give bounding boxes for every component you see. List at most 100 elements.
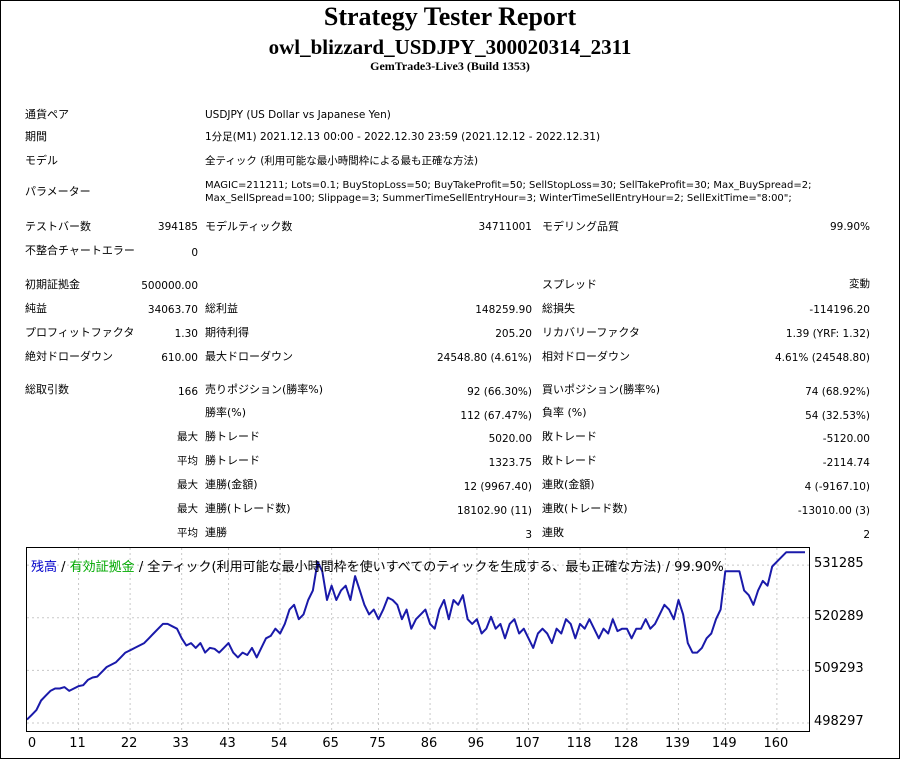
max-consec-wins-label: 連勝(金額) xyxy=(205,478,258,491)
rel-drawdown-value: 4.61% (24548.80) xyxy=(775,352,870,364)
gross-loss-label: 総損失 xyxy=(542,302,575,315)
largest-loss-value: -5120.00 xyxy=(822,433,870,445)
period-label: 期間 xyxy=(25,130,47,143)
x-tick-label: 65 xyxy=(322,736,339,751)
max-consec-wins-value: 12 (9967.40) xyxy=(463,481,532,493)
loss-rate-value: 54 (32.53%) xyxy=(805,410,870,422)
bars-value: 394185 xyxy=(157,221,198,233)
rel-drawdown-label: 相対ドローダウン xyxy=(542,350,630,363)
x-tick-label: 11 xyxy=(69,736,86,751)
max-drawdown-label: 最大ドローダウン xyxy=(205,350,293,363)
largest-loss-label: 敗トレード xyxy=(542,430,597,443)
short-positions-value: 92 (66.30%) xyxy=(467,386,532,398)
profit-factor-value: 1.30 xyxy=(174,328,198,340)
x-tick-label: 139 xyxy=(665,736,690,751)
legend-balance: 残高 xyxy=(31,560,58,575)
max-word-1: 最大 xyxy=(177,431,198,443)
expected-payoff-label: 期待利得 xyxy=(205,326,249,339)
avg-word-1: 平均 xyxy=(177,455,198,467)
avg-word-2: 平均 xyxy=(177,527,198,539)
max-drawdown-value: 24548.80 (4.61%) xyxy=(437,352,532,364)
win-rate-label: 勝率(%) xyxy=(205,406,247,419)
ticks-label: モデルティック数 xyxy=(205,220,293,233)
gross-profit-label: 総利益 xyxy=(205,302,238,315)
mismatch-label: 不整合チャートエラー xyxy=(25,244,135,257)
gross-profit-value: 148259.90 xyxy=(475,304,532,316)
x-tick-label: 118 xyxy=(566,736,592,751)
net-profit-label: 純益 xyxy=(25,302,47,315)
chart-legend: 残高 / 有効証拠金 / 全ティック(利用可能な最小時間枠を使いすべてのティック… xyxy=(31,556,724,575)
balance-chart-svg xyxy=(26,548,809,731)
max-word-2: 最大 xyxy=(177,479,198,491)
long-positions-label: 買いポジション(勝率%) xyxy=(542,383,661,396)
x-tick-label: 22 xyxy=(120,736,138,751)
total-trades-value: 166 xyxy=(177,386,198,398)
x-tick-label: 33 xyxy=(172,736,189,751)
avg-consec-wins-value: 3 xyxy=(525,529,532,541)
symbol-value: USDJPY (US Dollar vs Japanese Yen) xyxy=(205,109,391,121)
short-positions-label: 売りポジション(勝率%) xyxy=(205,383,324,396)
quality-label: モデリング品質 xyxy=(542,220,619,233)
y-tick-label: 520289 xyxy=(814,608,864,624)
params-label: パラメーター xyxy=(25,185,91,198)
balance-chart xyxy=(26,547,810,732)
gross-loss-value: -114196.20 xyxy=(809,304,870,316)
model-value: 全ティック (利用可能な最小時間枠による最も正確な方法) xyxy=(205,155,479,167)
max-consec-lossamt-value: -13010.00 (3) xyxy=(797,505,870,517)
x-tick-label: 160 xyxy=(763,736,789,751)
x-tick-label: 107 xyxy=(515,736,540,751)
quality-value: 99.90% xyxy=(829,221,870,233)
deposit-label: 初期証拠金 xyxy=(25,278,80,291)
y-tick-label: 531285 xyxy=(814,556,864,572)
y-tick-label: 509293 xyxy=(814,661,864,677)
spread-label: スプレッド xyxy=(542,278,597,291)
avg-win-value: 1323.75 xyxy=(488,457,532,469)
x-tick-label: 128 xyxy=(613,736,639,751)
x-tick-label: 149 xyxy=(711,736,737,751)
bars-label: テストバー数 xyxy=(25,220,91,233)
avg-consec-wins-label: 連勝 xyxy=(205,526,227,539)
x-tick-label: 96 xyxy=(467,736,485,751)
avg-loss-value: -2114.74 xyxy=(822,457,870,469)
loss-rate-label: 負率 (%) xyxy=(542,406,587,419)
avg-consec-losses-value: 2 xyxy=(863,529,870,541)
deposit-value: 500000.00 xyxy=(141,280,198,292)
recovery-factor-label: リカバリーファクタ xyxy=(542,326,640,339)
x-tick-label: 75 xyxy=(369,736,386,751)
max-consec-lossamt-label: 連敗(トレード数) xyxy=(542,502,628,515)
abs-drawdown-value: 610.00 xyxy=(161,352,198,364)
max-consec-losses-value: 4 (-9167.10) xyxy=(804,481,870,493)
expected-payoff-value: 205.20 xyxy=(495,328,532,340)
balance-line xyxy=(26,551,805,721)
total-trades-label: 総取引数 xyxy=(25,383,69,396)
max-consec-profit-label: 連勝(トレード数) xyxy=(205,502,291,515)
x-tick-label: 86 xyxy=(420,736,438,751)
server-build: GemTrade3-Live3 (Build 1353) xyxy=(370,59,530,73)
max-consec-profit-value: 18102.90 (11) xyxy=(457,505,532,517)
ticks-value: 34711001 xyxy=(478,221,532,233)
spread-value: 変動 xyxy=(849,278,870,290)
recovery-factor-value: 1.39 (YRF: 1.32) xyxy=(785,328,870,340)
win-rate-value: 112 (67.47%) xyxy=(460,410,532,422)
max-consec-losses-label: 連敗(金額) xyxy=(542,478,595,491)
legend-equity: 有効証拠金 xyxy=(69,560,135,575)
y-tick-label: 498297 xyxy=(814,714,864,729)
long-positions-value: 74 (68.92%) xyxy=(805,386,870,398)
x-tick-label: 54 xyxy=(270,736,288,751)
legend-separator: / xyxy=(57,560,70,575)
avg-loss-label: 敗トレード xyxy=(542,454,597,467)
params-line-1: MAGIC=211211; Lots=0.1; BuyStopLoss=50; … xyxy=(205,180,812,191)
mismatch-value: 0 xyxy=(191,247,198,259)
max-word-3: 最大 xyxy=(177,503,198,515)
largest-win-label: 勝トレード xyxy=(205,430,260,443)
avg-consec-losses-label: 連敗 xyxy=(542,526,564,539)
x-tick-label: 0 xyxy=(27,736,37,751)
avg-win-label: 勝トレード xyxy=(205,454,260,467)
abs-drawdown-label: 絶対ドローダウン xyxy=(25,350,113,363)
profit-factor-label: プロフィットファクタ xyxy=(25,326,135,339)
ea-name: owl_blizzard_USDJPY_300020314_2311 xyxy=(268,35,632,59)
report-title: Strategy Tester Report xyxy=(323,2,577,31)
model-label: モデル xyxy=(25,154,58,167)
x-tick-label: 43 xyxy=(219,736,236,751)
period-value: 1分足(M1) 2021.12.13 00:00 - 2022.12.30 23… xyxy=(205,131,601,143)
